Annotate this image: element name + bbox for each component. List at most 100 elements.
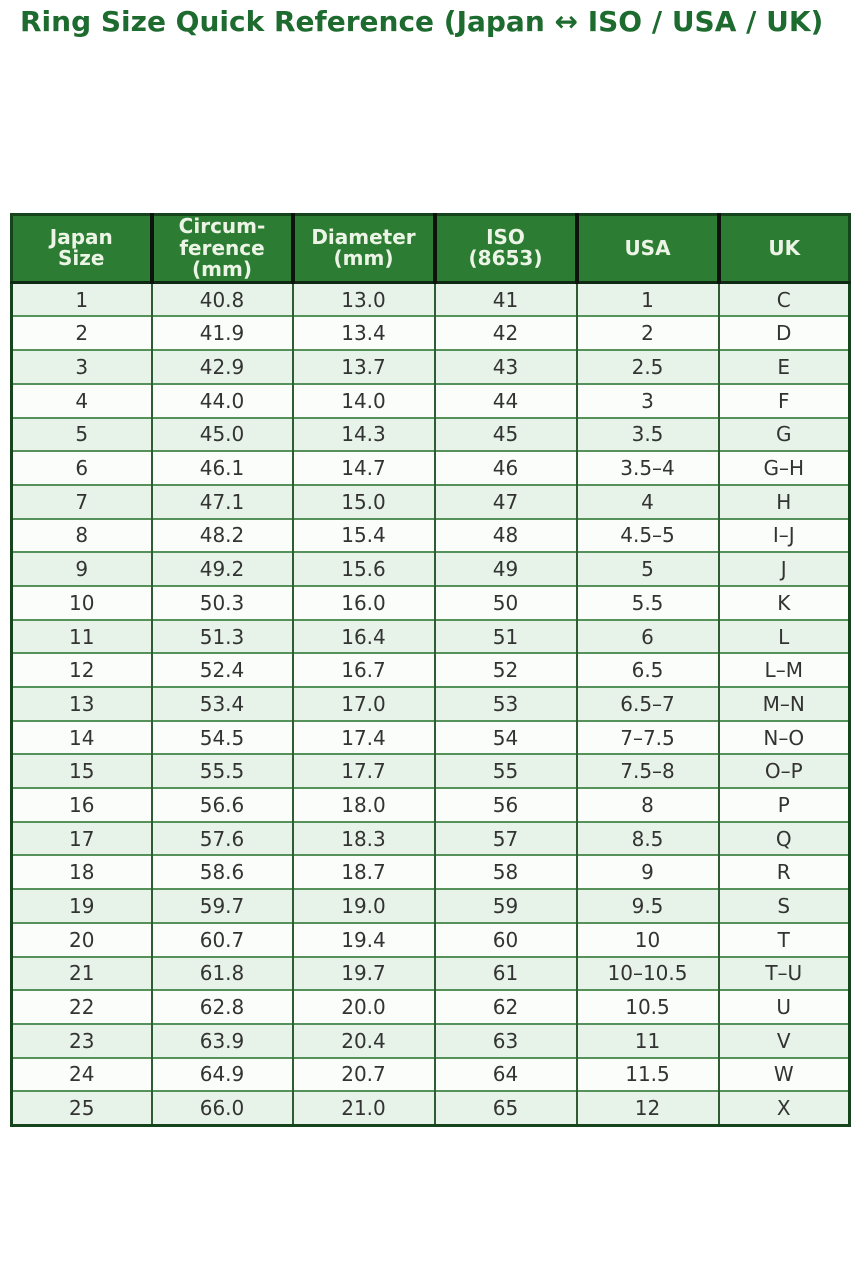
table-cell: 48.2 bbox=[150, 517, 293, 553]
table-cell: 58 bbox=[433, 854, 577, 890]
table-cell: T–U bbox=[717, 955, 850, 991]
table-cell: 2 bbox=[575, 315, 719, 351]
table-cell: 59.7 bbox=[150, 888, 293, 923]
table-row: 13 53.4 17.0 53 6.5–7 M–N bbox=[11, 686, 850, 721]
table-cell: G–H bbox=[717, 450, 850, 485]
table-cell: 13.7 bbox=[291, 349, 435, 384]
table-cell: 5.5 bbox=[575, 584, 719, 620]
table-cell: 18 bbox=[11, 854, 152, 890]
table-cell: 14.7 bbox=[291, 450, 435, 485]
table-cell: F bbox=[717, 382, 850, 418]
table-cell: L bbox=[717, 618, 850, 654]
table-cell: 8 bbox=[11, 517, 152, 553]
column-header-uk: UK bbox=[716, 214, 850, 284]
table-cell: 20.0 bbox=[291, 989, 435, 1024]
table-cell: 59 bbox=[433, 888, 577, 923]
table-cell: I–J bbox=[717, 517, 850, 553]
table-cell: 17 bbox=[11, 820, 152, 856]
table-row: 11 51.3 16.4 51 6 L bbox=[11, 618, 850, 654]
table-cell: M–N bbox=[717, 686, 850, 721]
table-cell: 12 bbox=[11, 652, 152, 688]
table-cell: 5 bbox=[11, 416, 152, 452]
table-cell: 52.4 bbox=[150, 652, 293, 688]
table-cell: 13 bbox=[11, 686, 152, 721]
table-cell: 3.5 bbox=[575, 416, 719, 452]
table-cell: 2 bbox=[11, 315, 152, 351]
table-cell: 54.5 bbox=[150, 719, 293, 755]
table-cell: 42 bbox=[433, 315, 577, 351]
table-cell: 54 bbox=[433, 719, 577, 755]
table-cell: 14.0 bbox=[291, 382, 435, 418]
table-cell: 61.8 bbox=[150, 955, 293, 991]
table-cell: D bbox=[717, 315, 850, 351]
table-cell: 55 bbox=[433, 753, 577, 789]
table-cell: 10.5 bbox=[575, 989, 719, 1024]
table-cell: 53 bbox=[433, 686, 577, 721]
table-cell: 20 bbox=[11, 921, 152, 957]
table-cell: U bbox=[717, 989, 850, 1024]
table-cell: 1 bbox=[11, 281, 152, 317]
table-cell: 8 bbox=[575, 787, 719, 822]
table-row: 3 42.9 13.7 43 2.5 E bbox=[11, 349, 850, 384]
table-cell: 63 bbox=[433, 1022, 577, 1058]
table-cell: 19.7 bbox=[291, 955, 435, 991]
table-cell: 65 bbox=[433, 1090, 577, 1126]
table-row: 23 63.9 20.4 63 11 V bbox=[11, 1022, 850, 1058]
table-cell: 6 bbox=[11, 450, 152, 485]
table-cell: 16.7 bbox=[291, 652, 435, 688]
table-cell: 4.5–5 bbox=[575, 517, 719, 553]
table-cell: 61 bbox=[433, 955, 577, 991]
table-cell: V bbox=[717, 1022, 850, 1058]
table-cell: 64 bbox=[433, 1056, 577, 1092]
table-cell: 19.4 bbox=[291, 921, 435, 957]
table-cell: 47.1 bbox=[150, 483, 293, 519]
table-cell: 51.3 bbox=[150, 618, 293, 654]
table-cell: 41.9 bbox=[150, 315, 293, 351]
table-cell: 10 bbox=[11, 584, 152, 620]
table-cell: R bbox=[717, 854, 850, 890]
table-cell: 44.0 bbox=[150, 382, 293, 418]
table-row: 24 64.9 20.7 64 11.5 W bbox=[11, 1056, 850, 1092]
table-cell: 21.0 bbox=[291, 1090, 435, 1126]
table-row: 8 48.2 15.4 48 4.5–5 I–J bbox=[11, 517, 850, 553]
table-cell: 47 bbox=[433, 483, 577, 519]
table-row: 18 58.6 18.7 58 9 R bbox=[11, 854, 850, 890]
table-cell: 15.4 bbox=[291, 517, 435, 553]
column-header-diameter: Diameter (mm) bbox=[290, 214, 435, 284]
table-row: 17 57.6 18.3 57 8.5 Q bbox=[11, 820, 850, 856]
table-cell: 66.0 bbox=[150, 1090, 293, 1126]
table-cell: 45 bbox=[433, 416, 577, 452]
table-row: 2 41.9 13.4 42 2 D bbox=[11, 315, 850, 351]
table-cell: 24 bbox=[11, 1056, 152, 1092]
table-cell: 50.3 bbox=[150, 584, 293, 620]
table-cell: 18.7 bbox=[291, 854, 435, 890]
table-cell: 18.3 bbox=[291, 820, 435, 856]
table-cell: N–O bbox=[717, 719, 850, 755]
table-cell: 9.5 bbox=[575, 888, 719, 923]
table-cell: 14 bbox=[11, 719, 152, 755]
table-cell: 7.5–8 bbox=[575, 753, 719, 789]
table-cell: Q bbox=[717, 820, 850, 856]
table-cell: 19 bbox=[11, 888, 152, 923]
table-cell: 42.9 bbox=[150, 349, 293, 384]
table-row: 25 66.0 21.0 65 12 X bbox=[11, 1090, 850, 1126]
table-cell: 23 bbox=[11, 1022, 152, 1058]
table-cell: 11 bbox=[11, 618, 152, 654]
table-cell: 13.0 bbox=[291, 281, 435, 317]
table-cell: S bbox=[717, 888, 850, 923]
table-cell: K bbox=[717, 584, 850, 620]
table-cell: 14.3 bbox=[291, 416, 435, 452]
table-cell: 43 bbox=[433, 349, 577, 384]
table-cell: J bbox=[717, 551, 850, 586]
column-header-japan-size: Japan Size bbox=[11, 214, 152, 284]
table-row: 6 46.1 14.7 46 3.5–4 G–H bbox=[11, 450, 850, 485]
table-row: 9 49.2 15.6 49 5 J bbox=[11, 551, 850, 586]
table-cell: 6.5–7 bbox=[575, 686, 719, 721]
table-cell: 17.4 bbox=[291, 719, 435, 755]
table-cell: 3.5–4 bbox=[575, 450, 719, 485]
table-row: 12 52.4 16.7 52 6.5 L–M bbox=[11, 652, 850, 688]
table-cell: 25 bbox=[11, 1090, 152, 1126]
table-cell: X bbox=[717, 1090, 850, 1126]
table-cell: 10–10.5 bbox=[575, 955, 719, 991]
table-row: 5 45.0 14.3 45 3.5 G bbox=[11, 416, 850, 452]
